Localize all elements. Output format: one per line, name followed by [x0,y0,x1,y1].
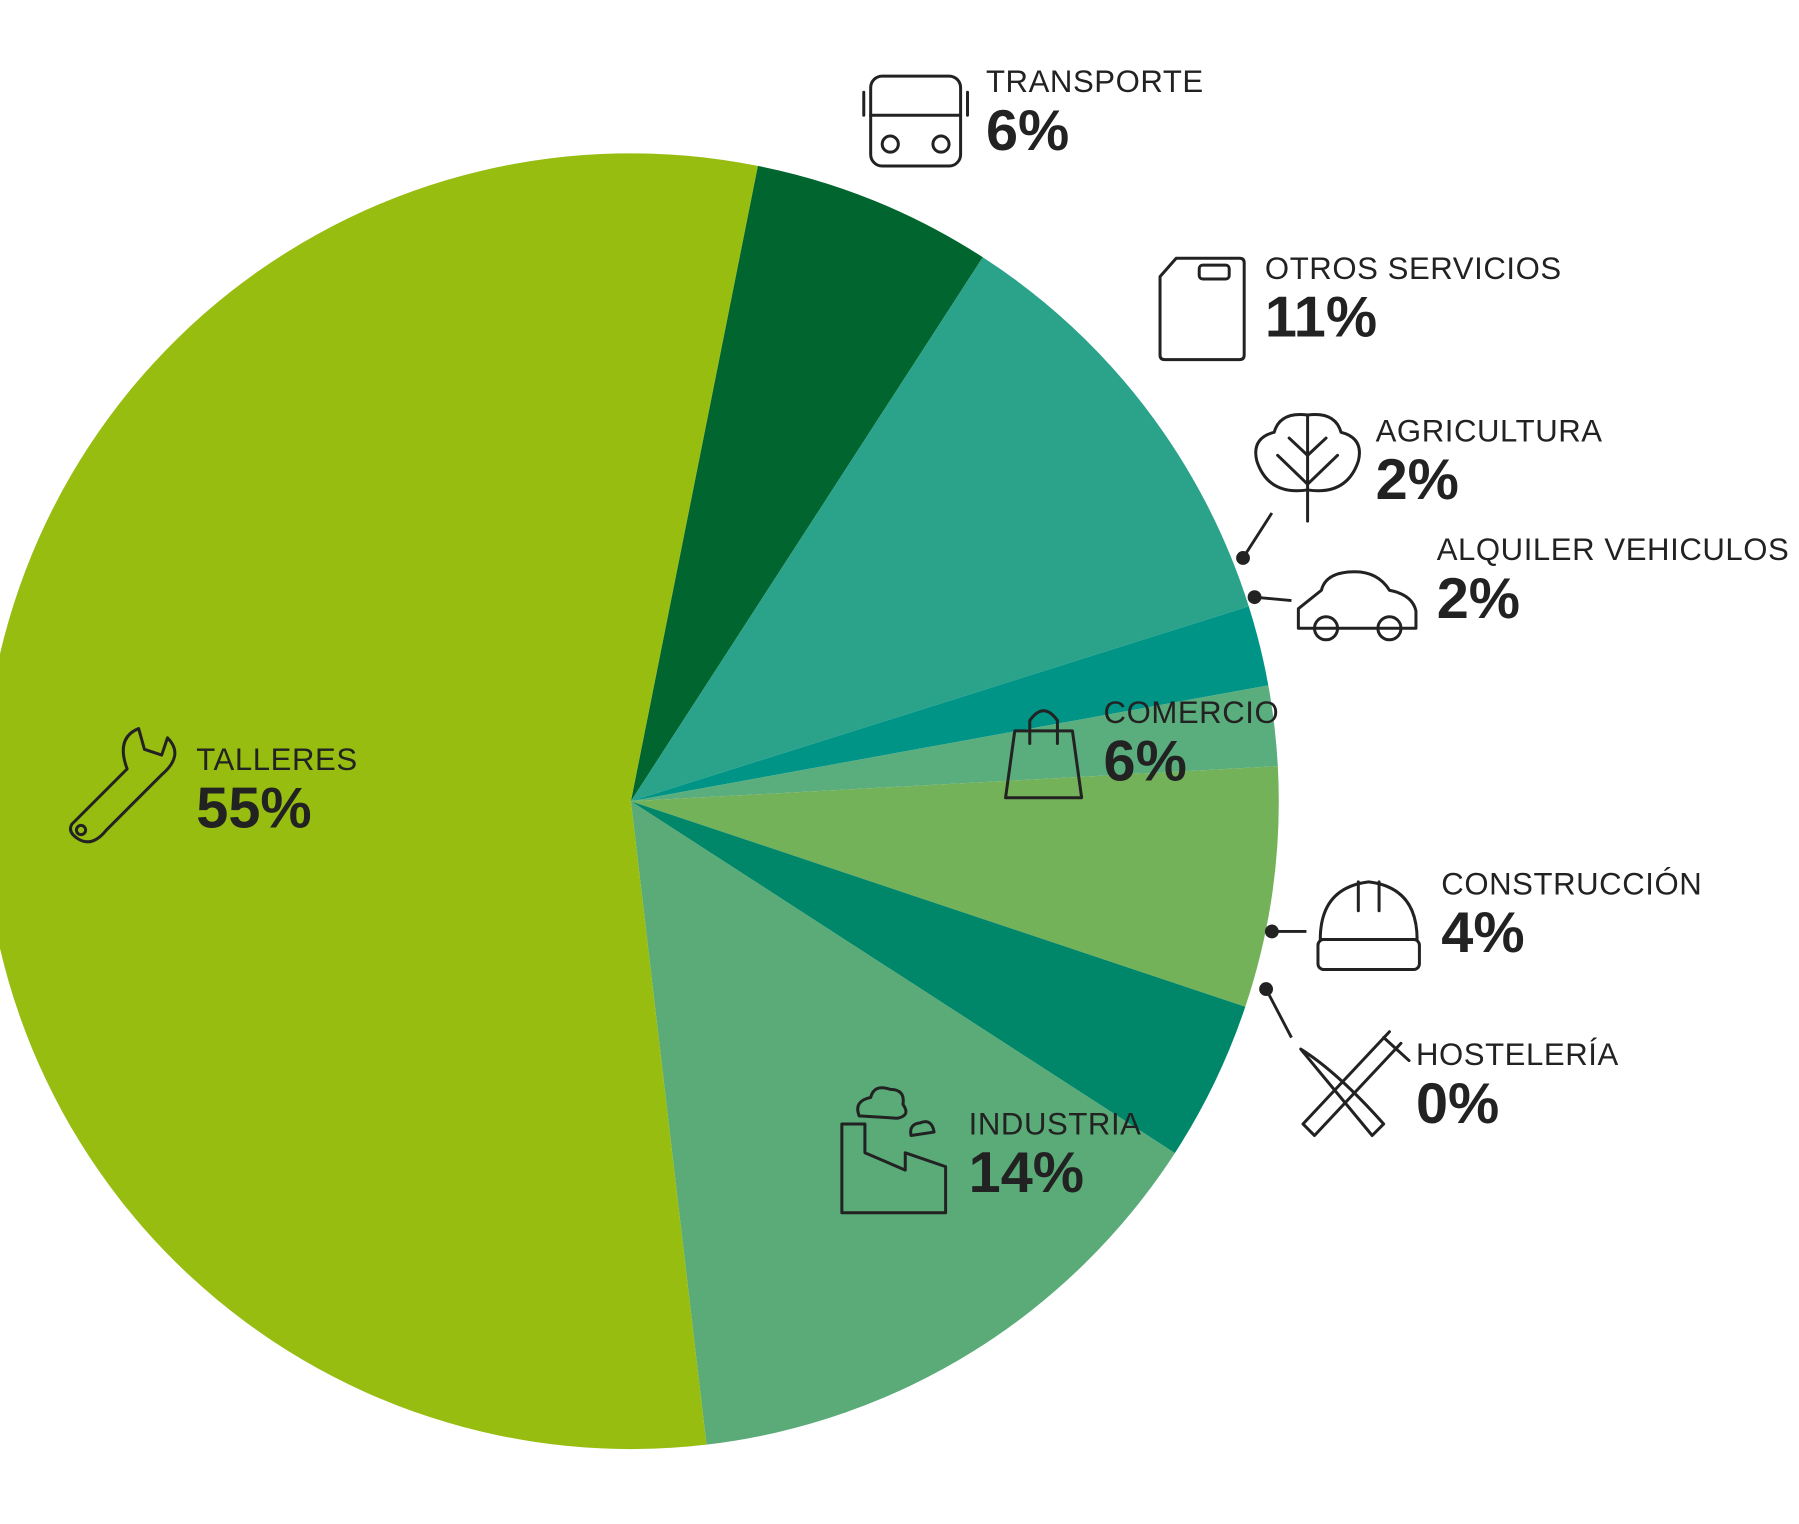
slice-name: OTROS SERVICIOS [1265,251,1562,286]
pie [0,153,1279,1450]
slice-name: CONSTRUCCIÓN [1441,867,1702,902]
pie-slice [630,801,1246,1154]
slice-percent: 0% [1416,1072,1499,1136]
icon-factory [840,1086,948,1215]
leaders [1236,512,1307,1039]
slice-name: TALLERES [196,742,357,777]
slice-percent: 2% [1437,567,1520,631]
pie-slice [630,685,1278,802]
icon-helmet [1316,880,1421,972]
slice-name: HOSTELERÍA [1416,1037,1619,1072]
icon-wrench [68,727,177,844]
icon-jerrycan [1158,256,1246,362]
pie-slice [630,257,1249,802]
icon-bus [862,74,970,168]
pie-slice [630,165,983,802]
slice-name: AGRICULTURA [1376,414,1603,449]
slice-percent: 6% [1104,729,1187,793]
icon-bag [1004,709,1084,800]
pie-slice [0,153,758,1450]
slice-percent: 14% [969,1141,1084,1205]
icon-leaf [1254,413,1361,523]
slice-name: INDUSTRIA [969,1106,1142,1141]
slice-name: ALQUILER VEHICULOS [1437,532,1790,567]
icon-car [1296,570,1418,642]
slice-name: COMERCIO [1104,695,1280,730]
leader-dot [1264,924,1279,939]
slice-percent: 2% [1376,448,1459,512]
leader-dot [1247,590,1262,605]
leader-line [1241,512,1274,559]
leader-dot [1259,982,1274,997]
slice-percent: 55% [196,777,311,841]
leader-line [1264,988,1293,1039]
slice-name: TRANSPORTE [986,64,1204,99]
slice-percent: 6% [986,99,1069,163]
icon-cutlery [1299,1030,1411,1138]
pie-slice [630,766,1279,1007]
leader-dot [1236,551,1250,565]
pie-slice [630,801,1175,1445]
slice-percent: 11% [1265,286,1377,350]
pie-slice [630,606,1269,802]
slice-percent: 4% [1441,901,1524,965]
